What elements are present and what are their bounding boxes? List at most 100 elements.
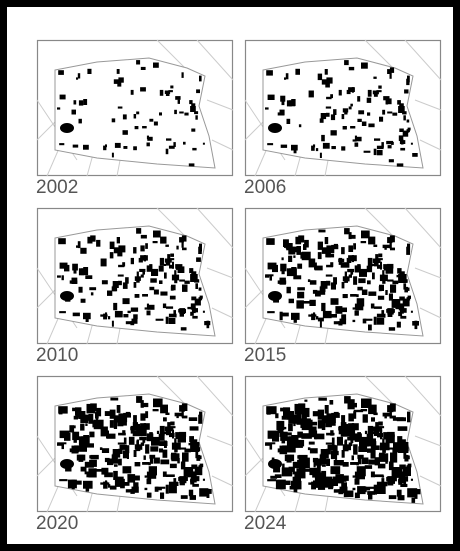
building <box>342 462 349 467</box>
building <box>85 423 88 426</box>
building <box>79 444 87 452</box>
building <box>367 491 375 495</box>
year-label: 2024 <box>244 513 287 534</box>
building <box>265 275 270 278</box>
building <box>311 313 316 321</box>
building <box>73 268 77 274</box>
building <box>74 445 84 451</box>
building <box>368 492 373 500</box>
building <box>297 263 303 269</box>
building <box>100 314 108 317</box>
building <box>293 255 296 258</box>
building <box>155 318 164 321</box>
building <box>385 434 395 444</box>
building <box>297 431 303 438</box>
building <box>175 264 180 270</box>
building <box>344 228 350 235</box>
building <box>406 78 410 86</box>
building <box>294 472 302 478</box>
building <box>403 479 407 487</box>
building <box>58 406 68 414</box>
building <box>175 432 181 439</box>
building <box>180 461 186 470</box>
building <box>348 106 352 110</box>
building <box>80 423 85 431</box>
building <box>312 289 318 294</box>
building <box>90 292 94 296</box>
building <box>406 119 410 123</box>
building <box>107 290 113 296</box>
building <box>367 441 377 447</box>
building <box>331 146 336 150</box>
building <box>57 443 62 446</box>
building <box>333 321 342 325</box>
building <box>184 448 191 453</box>
building <box>326 264 333 268</box>
building <box>84 461 94 468</box>
building <box>307 447 311 451</box>
building <box>140 402 149 408</box>
building <box>289 436 299 446</box>
building <box>288 298 294 304</box>
building <box>294 403 305 415</box>
building <box>183 467 194 477</box>
building <box>130 321 135 326</box>
building <box>173 478 177 486</box>
building <box>116 237 120 244</box>
building <box>318 229 326 233</box>
building <box>390 284 397 293</box>
building <box>328 478 334 490</box>
building <box>100 426 108 437</box>
building <box>162 303 167 309</box>
building <box>350 126 356 129</box>
building <box>333 411 339 416</box>
building <box>297 291 305 299</box>
building <box>352 487 356 491</box>
building <box>112 449 121 458</box>
building <box>392 112 398 116</box>
building <box>317 73 323 81</box>
building <box>379 116 384 122</box>
building <box>85 315 89 322</box>
building <box>319 320 322 328</box>
building <box>404 286 408 293</box>
building <box>191 271 197 277</box>
building <box>159 441 168 446</box>
building <box>316 465 321 474</box>
building <box>399 473 404 483</box>
year-label: 2006 <box>244 177 286 198</box>
building <box>387 447 395 450</box>
building <box>134 294 140 298</box>
building <box>133 114 137 119</box>
building <box>360 241 367 244</box>
building <box>313 461 316 468</box>
building <box>291 414 299 422</box>
building <box>354 265 361 273</box>
building <box>176 245 179 250</box>
building <box>142 462 150 465</box>
building <box>191 296 197 301</box>
building <box>274 474 282 478</box>
building <box>109 241 115 249</box>
building <box>280 312 289 317</box>
building <box>73 425 76 429</box>
building <box>165 244 169 247</box>
building <box>293 147 297 154</box>
building <box>136 423 141 432</box>
building <box>144 307 149 310</box>
building <box>330 130 337 136</box>
building <box>115 476 124 485</box>
building <box>357 96 361 102</box>
building <box>148 462 151 466</box>
building <box>402 447 409 452</box>
building <box>179 447 187 450</box>
building <box>286 432 292 436</box>
building <box>341 114 345 120</box>
building <box>361 121 367 126</box>
building <box>96 407 102 417</box>
building <box>145 243 148 249</box>
building <box>281 415 287 420</box>
building <box>399 271 405 277</box>
building <box>321 79 329 85</box>
building <box>387 476 395 484</box>
